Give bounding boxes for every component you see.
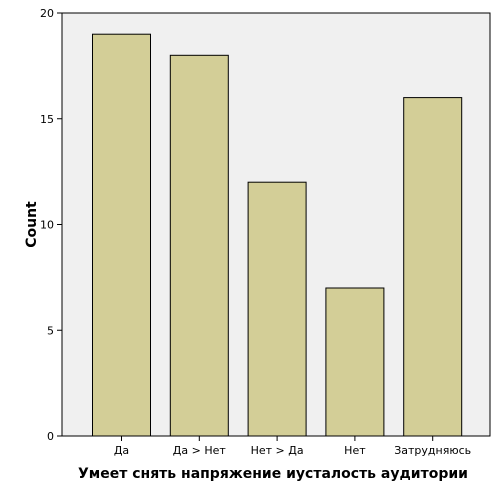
y-tick-label: 15: [40, 113, 54, 126]
bar: [247, 181, 307, 437]
y-axis-title: Count: [24, 201, 40, 248]
y-tick-label: 0: [47, 430, 54, 443]
bar: [92, 33, 151, 437]
y-tick-label: 5: [47, 324, 54, 337]
bar: [325, 287, 385, 437]
bar: [169, 54, 229, 437]
y-tick-label: 10: [40, 219, 54, 232]
x-ticks-group: Да Да > Нет Нет > Да Нет Затрудняюсь: [114, 436, 471, 457]
x-tick-label: Нет: [344, 444, 366, 457]
x-tick-label: Нет > Да: [251, 444, 304, 457]
y-tick-label: 20: [40, 7, 54, 20]
x-tick-label: Да: [114, 444, 129, 457]
bar: [403, 97, 463, 437]
bars-group: [92, 33, 463, 437]
y-ticks-group: 0 5 10 15 20: [40, 7, 62, 443]
x-axis-title: Умеет снять напряжение иусталость аудито…: [78, 466, 468, 482]
x-tick-label: Да > Нет: [173, 444, 227, 457]
x-tick-label: Затрудняюсь: [394, 444, 471, 457]
